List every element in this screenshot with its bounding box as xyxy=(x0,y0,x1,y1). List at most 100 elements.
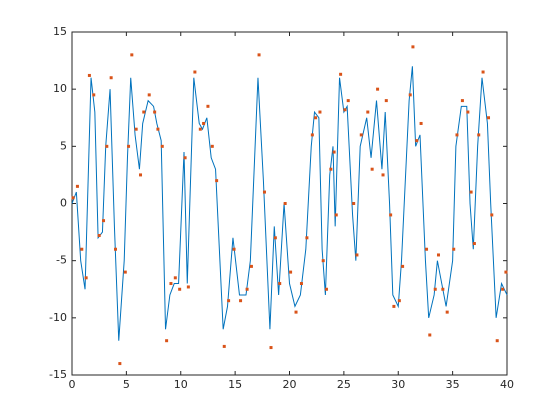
x-tick-label: 0 xyxy=(69,378,76,391)
scatter-point xyxy=(339,72,343,76)
plot-area xyxy=(71,31,508,376)
x-tick-label: 10 xyxy=(174,378,188,391)
scatter-point xyxy=(310,133,314,137)
scatter-point xyxy=(215,179,219,183)
scatter-point xyxy=(169,282,173,286)
scatter-point xyxy=(127,144,131,148)
scatter-point xyxy=(299,282,303,286)
scatter-point xyxy=(245,287,249,291)
scatter-point xyxy=(123,270,127,274)
scatter-point xyxy=(332,150,336,154)
scatter-point xyxy=(359,133,363,137)
scatter-point xyxy=(466,110,470,114)
y-tick-label: -10 xyxy=(49,311,67,324)
y-tick-label: -15 xyxy=(49,368,67,381)
scatter-point xyxy=(75,184,79,188)
scatter-point xyxy=(501,287,505,291)
scatter-point xyxy=(397,299,401,303)
scatter-point xyxy=(366,110,370,114)
scatter-point xyxy=(153,110,157,114)
scatter-point xyxy=(97,234,101,238)
scatter-point xyxy=(436,253,440,257)
scatter-point xyxy=(392,304,396,308)
scatter-point xyxy=(102,219,106,223)
scatter-point xyxy=(283,202,287,205)
scatter-point xyxy=(389,213,393,217)
scatter-point xyxy=(408,93,412,97)
scatter-point xyxy=(490,213,494,217)
scatter-point xyxy=(289,270,293,274)
scatter-point xyxy=(324,287,328,291)
scatter-point xyxy=(206,104,210,108)
scatter-point xyxy=(428,333,432,337)
scatter-point xyxy=(477,133,481,137)
y-tick-label: 15 xyxy=(53,25,67,38)
x-tick-label: 15 xyxy=(228,378,242,391)
scatter-point xyxy=(173,276,177,280)
scatter-point xyxy=(87,73,91,77)
scatter-point xyxy=(147,93,151,97)
scatter-point xyxy=(84,276,88,280)
scatter-point xyxy=(160,144,164,148)
scatter-point xyxy=(425,247,429,251)
scatter-point xyxy=(156,127,160,131)
scatter-point xyxy=(92,93,96,97)
scatter-point xyxy=(210,144,214,148)
scatter-point xyxy=(109,76,113,80)
x-tick-label: 40 xyxy=(500,378,514,391)
scatter-point xyxy=(381,173,385,177)
scatter-point xyxy=(343,108,347,112)
scatter-point xyxy=(504,270,508,274)
y-tick-label: 10 xyxy=(53,82,67,95)
scatter-point xyxy=(419,121,423,125)
scatter-point xyxy=(415,139,419,143)
scatter-point xyxy=(411,45,415,49)
scatter-point xyxy=(269,346,273,350)
scatter-point xyxy=(469,190,473,194)
scatter-point xyxy=(222,344,226,348)
scatter-point xyxy=(134,127,138,131)
scatter-point xyxy=(178,287,182,291)
scatter-point xyxy=(305,236,309,240)
scatter-point xyxy=(142,110,146,114)
x-tick-label: 25 xyxy=(337,378,351,391)
x-tick-label: 30 xyxy=(391,378,405,391)
scatter-point xyxy=(346,99,350,103)
scatter-point xyxy=(460,99,464,103)
scatter-point xyxy=(273,236,277,240)
y-tick-label: 5 xyxy=(60,139,67,152)
scatter-point xyxy=(495,339,499,343)
scatter-point xyxy=(198,127,202,131)
scatter-point xyxy=(165,339,169,343)
scatter-point xyxy=(487,116,491,120)
x-tick-label: 5 xyxy=(123,378,130,391)
scatter-point xyxy=(294,310,298,314)
scatter-point xyxy=(355,253,359,257)
scatter-point xyxy=(257,53,261,57)
scatter-point xyxy=(455,133,459,137)
scatter-point xyxy=(401,264,405,268)
scatter-point xyxy=(370,167,374,171)
x-tick-label: 35 xyxy=(446,378,460,391)
scatter-point xyxy=(118,362,122,366)
scatter-point xyxy=(329,167,333,171)
scatter-point xyxy=(80,247,84,251)
scatter-point xyxy=(262,190,266,194)
scatter-point xyxy=(239,299,243,303)
scatter-point xyxy=(278,282,282,286)
scatter-point xyxy=(433,287,437,291)
scatter-point xyxy=(183,156,187,160)
scatter-point xyxy=(105,144,109,148)
scatter-point xyxy=(314,116,318,120)
y-tick-label: 0 xyxy=(60,197,67,210)
scatter-point xyxy=(202,121,206,125)
scatter-point xyxy=(114,247,117,251)
scatter-point xyxy=(472,242,476,246)
scatter-point xyxy=(193,70,197,74)
scatter-point xyxy=(249,264,253,268)
scatter-point xyxy=(232,247,236,251)
scatter-point xyxy=(352,202,356,205)
scatter-point xyxy=(376,87,380,91)
scatter-point xyxy=(452,247,456,251)
